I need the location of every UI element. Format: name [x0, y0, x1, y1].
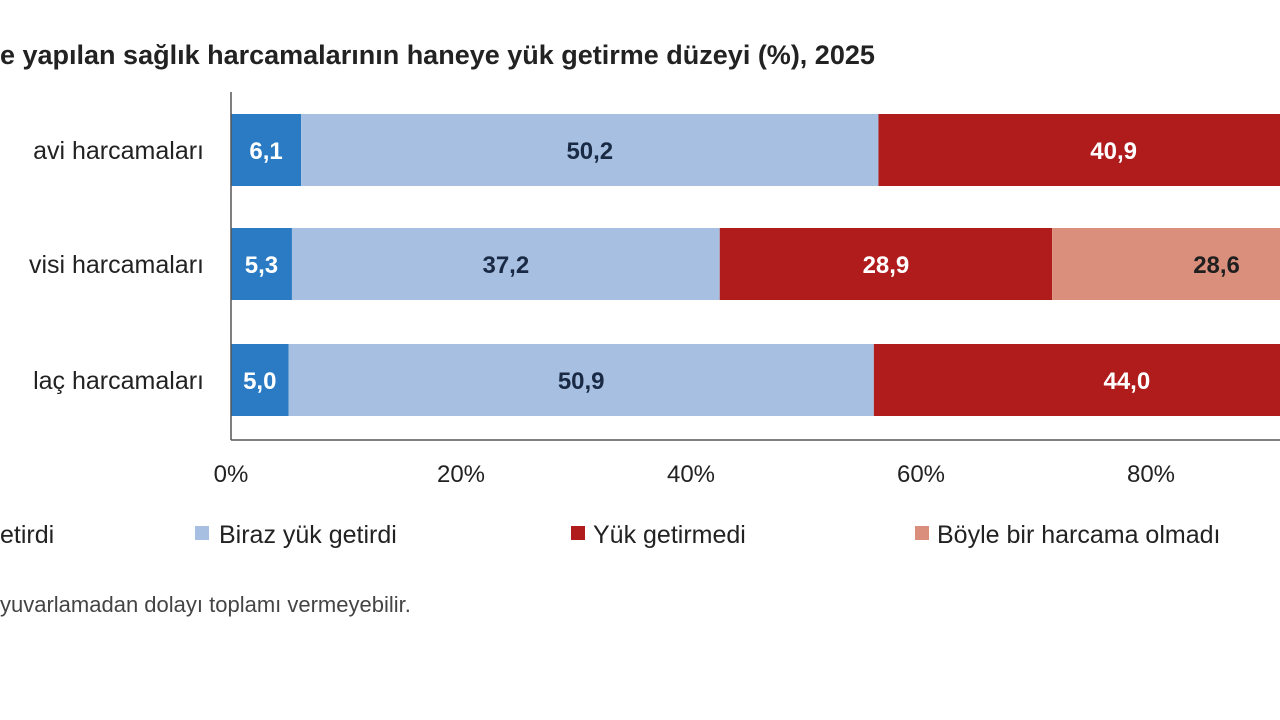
data-label: 50,2 — [566, 138, 613, 165]
bar-segment — [873, 344, 1280, 416]
legend: etirdi Biraz yük getirdi Yük getirmedi Böyl… — [0, 521, 1220, 549]
x-tick-label: 80% — [1127, 461, 1175, 488]
bar-segment — [231, 344, 289, 416]
data-label: 40,9 — [1090, 138, 1137, 165]
x-tick-label: 40% — [667, 461, 715, 488]
legend-swatch — [571, 526, 585, 540]
bar-segment — [291, 228, 720, 300]
data-label: 5,0 — [243, 368, 276, 395]
bar-segment — [301, 114, 879, 186]
bar-segment — [719, 228, 1053, 300]
category-label: laç harcamaları — [33, 367, 204, 395]
data-label: 28,6 — [1193, 252, 1240, 279]
bar-segment — [231, 114, 302, 186]
chart-title: e yapılan sağlık harcamalarının haneye y… — [0, 40, 875, 70]
x-tick-label: 0% — [214, 461, 249, 488]
legend-swatch — [195, 526, 209, 540]
legend-label: Yük getirmedi — [593, 521, 746, 549]
data-label: 50,9 — [558, 368, 605, 395]
legend-label: Biraz yük getirdi — [219, 521, 397, 549]
data-label: 37,2 — [482, 252, 529, 279]
legend-label: etirdi — [0, 521, 54, 549]
x-tick-label: 20% — [437, 461, 485, 488]
data-label: 28,9 — [863, 252, 910, 279]
legend-swatch — [915, 526, 929, 540]
bar-segment — [288, 344, 874, 416]
bar-segment — [1052, 228, 1280, 300]
x-tick-label: 60% — [897, 461, 945, 488]
bars-layer: 6,1 50,2 40,9 5,3 37,2 28,9 28,6 5,0 50,9 44,0 — [231, 114, 1280, 416]
data-label: 5,3 — [245, 252, 278, 279]
footnote: yuvarlamadan dolayı toplamı vermeyebilir… — [0, 592, 411, 617]
category-label: visi harcamaları — [29, 251, 204, 279]
category-label: avi harcamaları — [33, 137, 204, 165]
data-label: 44,0 — [1103, 368, 1150, 395]
bar-segment — [231, 228, 292, 300]
axes-layer: avi harcamaları visi harcamaları laç harca… — [29, 92, 1280, 488]
bar-segment — [878, 114, 1280, 186]
legend-label: Böyle bir harcama olmadı — [937, 521, 1220, 549]
data-label: 6,1 — [249, 138, 282, 165]
